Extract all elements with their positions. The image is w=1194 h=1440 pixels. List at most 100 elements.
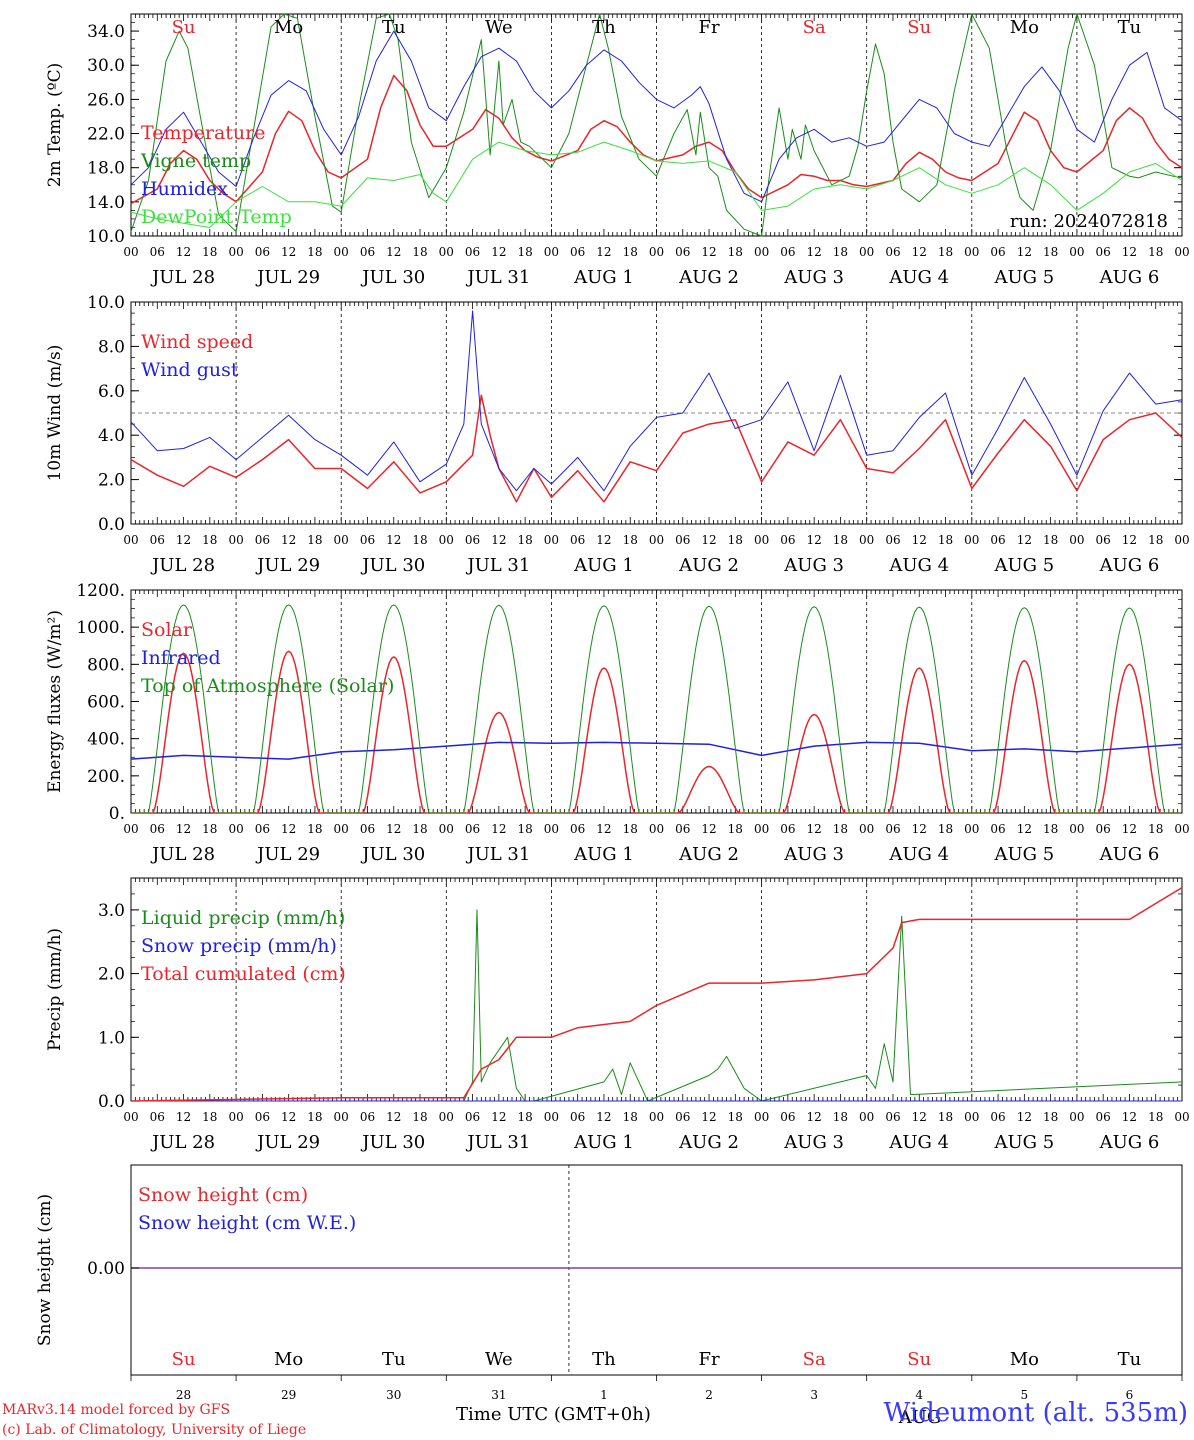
hour-tick-label: 06 xyxy=(885,533,900,547)
day-abbr: Mo xyxy=(1010,17,1039,38)
hour-tick-label: 06 xyxy=(1096,1110,1111,1124)
hour-tick-label: 00 xyxy=(123,533,138,547)
date-label: AUG 4 xyxy=(888,267,949,288)
hour-tick-label: 00 xyxy=(1069,533,1084,547)
hour-tick-label: 18 xyxy=(623,822,638,836)
series-wind-gust xyxy=(130,310,1183,492)
hour-tick-label: 00 xyxy=(964,533,979,547)
hour-tick-label: 00 xyxy=(228,822,243,836)
hour-tick-label: 12 xyxy=(912,245,927,259)
hour-tick-label: 12 xyxy=(386,533,401,547)
hour-tick-label: 12 xyxy=(807,822,822,836)
hour-tick-label: 06 xyxy=(570,533,585,547)
date-label: JUL 30 xyxy=(360,1132,425,1153)
hour-tick-label: 18 xyxy=(412,1110,427,1124)
hour-tick-label: 18 xyxy=(1043,533,1058,547)
y-tick-label: 800. xyxy=(87,655,125,675)
hour-tick-label: 12 xyxy=(1122,822,1137,836)
hour-tick-label: 06 xyxy=(990,533,1005,547)
hour-tick-label: 12 xyxy=(1017,533,1032,547)
series-top-of-atmosphere-solar- xyxy=(131,604,1180,814)
day-abbr: Sa xyxy=(803,1349,826,1370)
series-humidex xyxy=(130,30,1183,203)
day-abbr: We xyxy=(485,1349,513,1370)
hour-tick-label: 06 xyxy=(570,822,585,836)
hour-tick-label: 00 xyxy=(439,245,454,259)
hour-tick-label: 00 xyxy=(123,822,138,836)
legend-infrared: Infrared xyxy=(141,647,221,669)
hour-tick-label: 12 xyxy=(491,245,506,259)
hour-tick-label: 12 xyxy=(1122,245,1137,259)
hour-tick-label: 18 xyxy=(1148,822,1163,836)
hour-tick-label: 18 xyxy=(833,822,848,836)
date-label: AUG 2 xyxy=(678,267,739,288)
hour-tick-label: 18 xyxy=(833,245,848,259)
legend-snow-precip-mm-h-: Snow precip (mm/h) xyxy=(141,935,337,957)
hour-tick-label: 00 xyxy=(1174,822,1189,836)
day-abbr: Mo xyxy=(1010,1349,1039,1370)
legend-solar: Solar xyxy=(141,619,193,641)
date-label: AUG 4 xyxy=(888,844,949,865)
hour-tick-label: 00 xyxy=(1069,245,1084,259)
hour-tick-label: 12 xyxy=(176,822,191,836)
legend-dewpoint-temp: DewPoint Temp xyxy=(141,206,292,228)
day-abbr: Fr xyxy=(699,17,720,38)
legend-humidex: Humidex xyxy=(141,178,228,200)
hour-tick-label: 18 xyxy=(728,822,743,836)
date-label: AUG 6 xyxy=(1099,555,1160,576)
date-label: AUG 3 xyxy=(783,555,844,576)
hour-tick-label: 12 xyxy=(386,1110,401,1124)
hour-tick-label: 00 xyxy=(649,245,664,259)
hour-tick-label: 06 xyxy=(465,533,480,547)
day-abbr: Su xyxy=(172,17,196,38)
hour-tick-label: 06 xyxy=(780,822,795,836)
panel-frame xyxy=(130,589,1183,814)
legend-top-of-atmosphere-solar-: Top of Atmosphere (Solar) xyxy=(141,675,394,697)
hour-tick-label: 00 xyxy=(964,1110,979,1124)
panel-energy: 00 06 12 18 00 06 12 18 00 06 12 18 00 06 12 18 00 06 12 18… xyxy=(45,581,1190,865)
panel-snow: 0.00 Snow height (cm) Snow height (cm) Snow… xyxy=(35,1164,1183,1428)
day-abbr: Th xyxy=(592,1349,616,1370)
day-number: 30 xyxy=(386,1388,401,1402)
date-label: JUL 29 xyxy=(255,267,320,288)
hour-tick-label: 12 xyxy=(596,1110,611,1124)
hour-tick-label: 06 xyxy=(465,822,480,836)
date-label: AUG 5 xyxy=(993,844,1054,865)
day-abbr: Mo xyxy=(274,1349,303,1370)
hour-tick-label: 18 xyxy=(1043,822,1058,836)
day-number: 3 xyxy=(810,1388,818,1402)
hour-tick-label: 12 xyxy=(1017,1110,1032,1124)
date-label: AUG 2 xyxy=(678,555,739,576)
hour-tick-label: 06 xyxy=(570,1110,585,1124)
y-tick-label: 0.0 xyxy=(98,515,125,535)
hour-tick-label: 06 xyxy=(465,245,480,259)
date-label: JUL 28 xyxy=(150,1132,215,1153)
day-number: 28 xyxy=(176,1388,191,1402)
date-label: JUL 29 xyxy=(255,844,320,865)
hour-tick-label: 12 xyxy=(912,533,927,547)
date-label: JUL 28 xyxy=(150,844,215,865)
date-label: JUL 31 xyxy=(465,1132,530,1153)
station-label: Wideumont (alt. 535m) xyxy=(883,1398,1188,1428)
y-tick-label: 1200. xyxy=(76,581,125,601)
day-number: 4 xyxy=(915,1388,923,1402)
hour-tick-label: 00 xyxy=(439,822,454,836)
hour-tick-label: 06 xyxy=(150,245,165,259)
hour-tick-label: 12 xyxy=(701,822,716,836)
hour-tick-label: 00 xyxy=(649,1110,664,1124)
hour-tick-label: 18 xyxy=(1148,1110,1163,1124)
hour-tick-label: 00 xyxy=(544,822,559,836)
y-tick-label: 0.0 xyxy=(98,1092,125,1112)
date-label: AUG 6 xyxy=(1099,1132,1160,1153)
y-tick-label: 3.0 xyxy=(98,901,125,921)
legend-temperature: Temperature xyxy=(141,122,265,144)
date-label: JUL 29 xyxy=(255,555,320,576)
hour-tick-label: 12 xyxy=(596,533,611,547)
date-label: JUL 31 xyxy=(465,555,530,576)
y-tick-label: 22.0 xyxy=(87,125,125,145)
hour-tick-label: 18 xyxy=(623,245,638,259)
date-label: AUG 1 xyxy=(573,555,634,576)
hour-tick-label: 06 xyxy=(150,822,165,836)
hour-tick-label: 12 xyxy=(491,822,506,836)
y-tick-label: 0. xyxy=(109,804,125,824)
